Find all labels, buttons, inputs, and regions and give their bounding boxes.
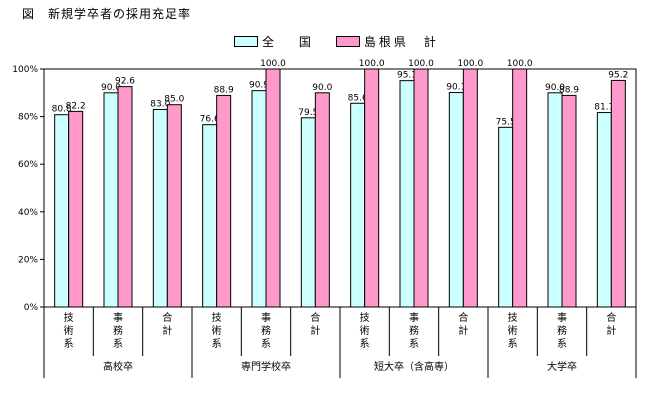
bar: [512, 68, 528, 308]
bar: [413, 68, 429, 308]
data-label: 100.0: [260, 59, 286, 69]
bar: [547, 92, 563, 308]
bar: [251, 90, 267, 308]
category-label: 事務系: [557, 311, 567, 350]
bar: [103, 92, 119, 308]
data-label: 95.2: [608, 70, 628, 80]
bar: [54, 114, 70, 308]
group-label: 高校卒: [103, 360, 133, 373]
bar: [314, 92, 330, 308]
y-tick-label: 100%: [12, 65, 38, 75]
category-label: 合計: [458, 311, 468, 337]
group-label: 短大卒（含高専）: [374, 360, 454, 373]
data-label: 90.0: [545, 83, 565, 93]
legend-label-shimane: 島根県 計: [363, 34, 439, 49]
group-label: 大学卒: [547, 360, 577, 373]
category-label: 事務系: [261, 311, 271, 350]
legend-label-national: 全 国: [262, 34, 314, 49]
data-label: 100.0: [507, 59, 533, 69]
y-tick-label: 40%: [18, 208, 38, 218]
category-label: 技術系: [212, 311, 222, 350]
y-tick-label: 80%: [18, 113, 38, 123]
y-tick-label: 60%: [18, 160, 38, 170]
data-label: 75.5: [496, 117, 516, 127]
category-label: 事務系: [409, 311, 419, 350]
data-label: 81.7: [594, 103, 614, 113]
group-label: 専門学校卒: [241, 360, 291, 373]
category-label: 合計: [606, 311, 616, 337]
y-tick-label: 20%: [18, 255, 38, 265]
category-label: 合計: [310, 311, 320, 337]
data-label: 80.8: [52, 105, 72, 115]
data-label: 79.5: [298, 108, 318, 118]
bar: [364, 68, 380, 308]
bar: [265, 68, 281, 308]
y-tick-label: 0%: [24, 303, 39, 313]
bar: [462, 68, 478, 308]
data-label: 100.0: [408, 59, 434, 69]
data-label: 85.0: [164, 95, 184, 105]
category-label: 技術系: [360, 311, 370, 350]
bar: [216, 94, 232, 308]
data-label: 82.2: [66, 101, 86, 111]
bar: [399, 80, 415, 308]
data-label: 92.6: [115, 77, 135, 87]
chart-title: 図 新規学卒者の採用充足率: [22, 7, 192, 21]
bar: [300, 117, 316, 308]
bar: [68, 110, 84, 308]
legend-item-national: 全 国: [234, 33, 314, 50]
bar: [561, 94, 577, 308]
data-label: 100.0: [359, 59, 385, 69]
data-label: 90.0: [312, 83, 332, 93]
legend-swatch-shimane: [335, 35, 360, 47]
data-label: 100.0: [457, 59, 483, 69]
data-label: 88.9: [214, 85, 234, 95]
legend: 全 国 島根県 計: [234, 33, 461, 50]
category-label: 合計: [162, 311, 172, 337]
bar: [350, 102, 366, 308]
bar: [202, 124, 218, 308]
category-label: 技術系: [64, 311, 74, 350]
data-label: 85.6: [348, 93, 368, 103]
bar: [498, 126, 514, 308]
data-label: 90.0: [101, 83, 121, 93]
legend-swatch-national: [234, 35, 258, 47]
data-label: 88.9: [559, 85, 579, 95]
bar: [117, 86, 133, 308]
data-label: 83.0: [150, 99, 170, 109]
bar: [610, 79, 626, 308]
data-label: 90.1: [446, 83, 466, 93]
legend-item-shimane: 島根県 計: [335, 33, 439, 50]
category-label: 事務系: [113, 311, 123, 350]
data-label: 76.6: [200, 115, 220, 125]
bar: [152, 108, 168, 308]
data-label: 95.1: [397, 71, 417, 81]
bar: [448, 92, 464, 308]
data-label: 90.9: [249, 81, 269, 91]
bar: [596, 112, 612, 308]
bar: [166, 104, 182, 308]
category-label: 技術系: [508, 311, 518, 350]
plot-area: [43, 68, 637, 308]
